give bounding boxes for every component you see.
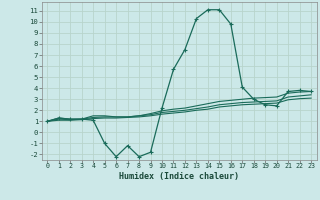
X-axis label: Humidex (Indice chaleur): Humidex (Indice chaleur) bbox=[119, 172, 239, 181]
